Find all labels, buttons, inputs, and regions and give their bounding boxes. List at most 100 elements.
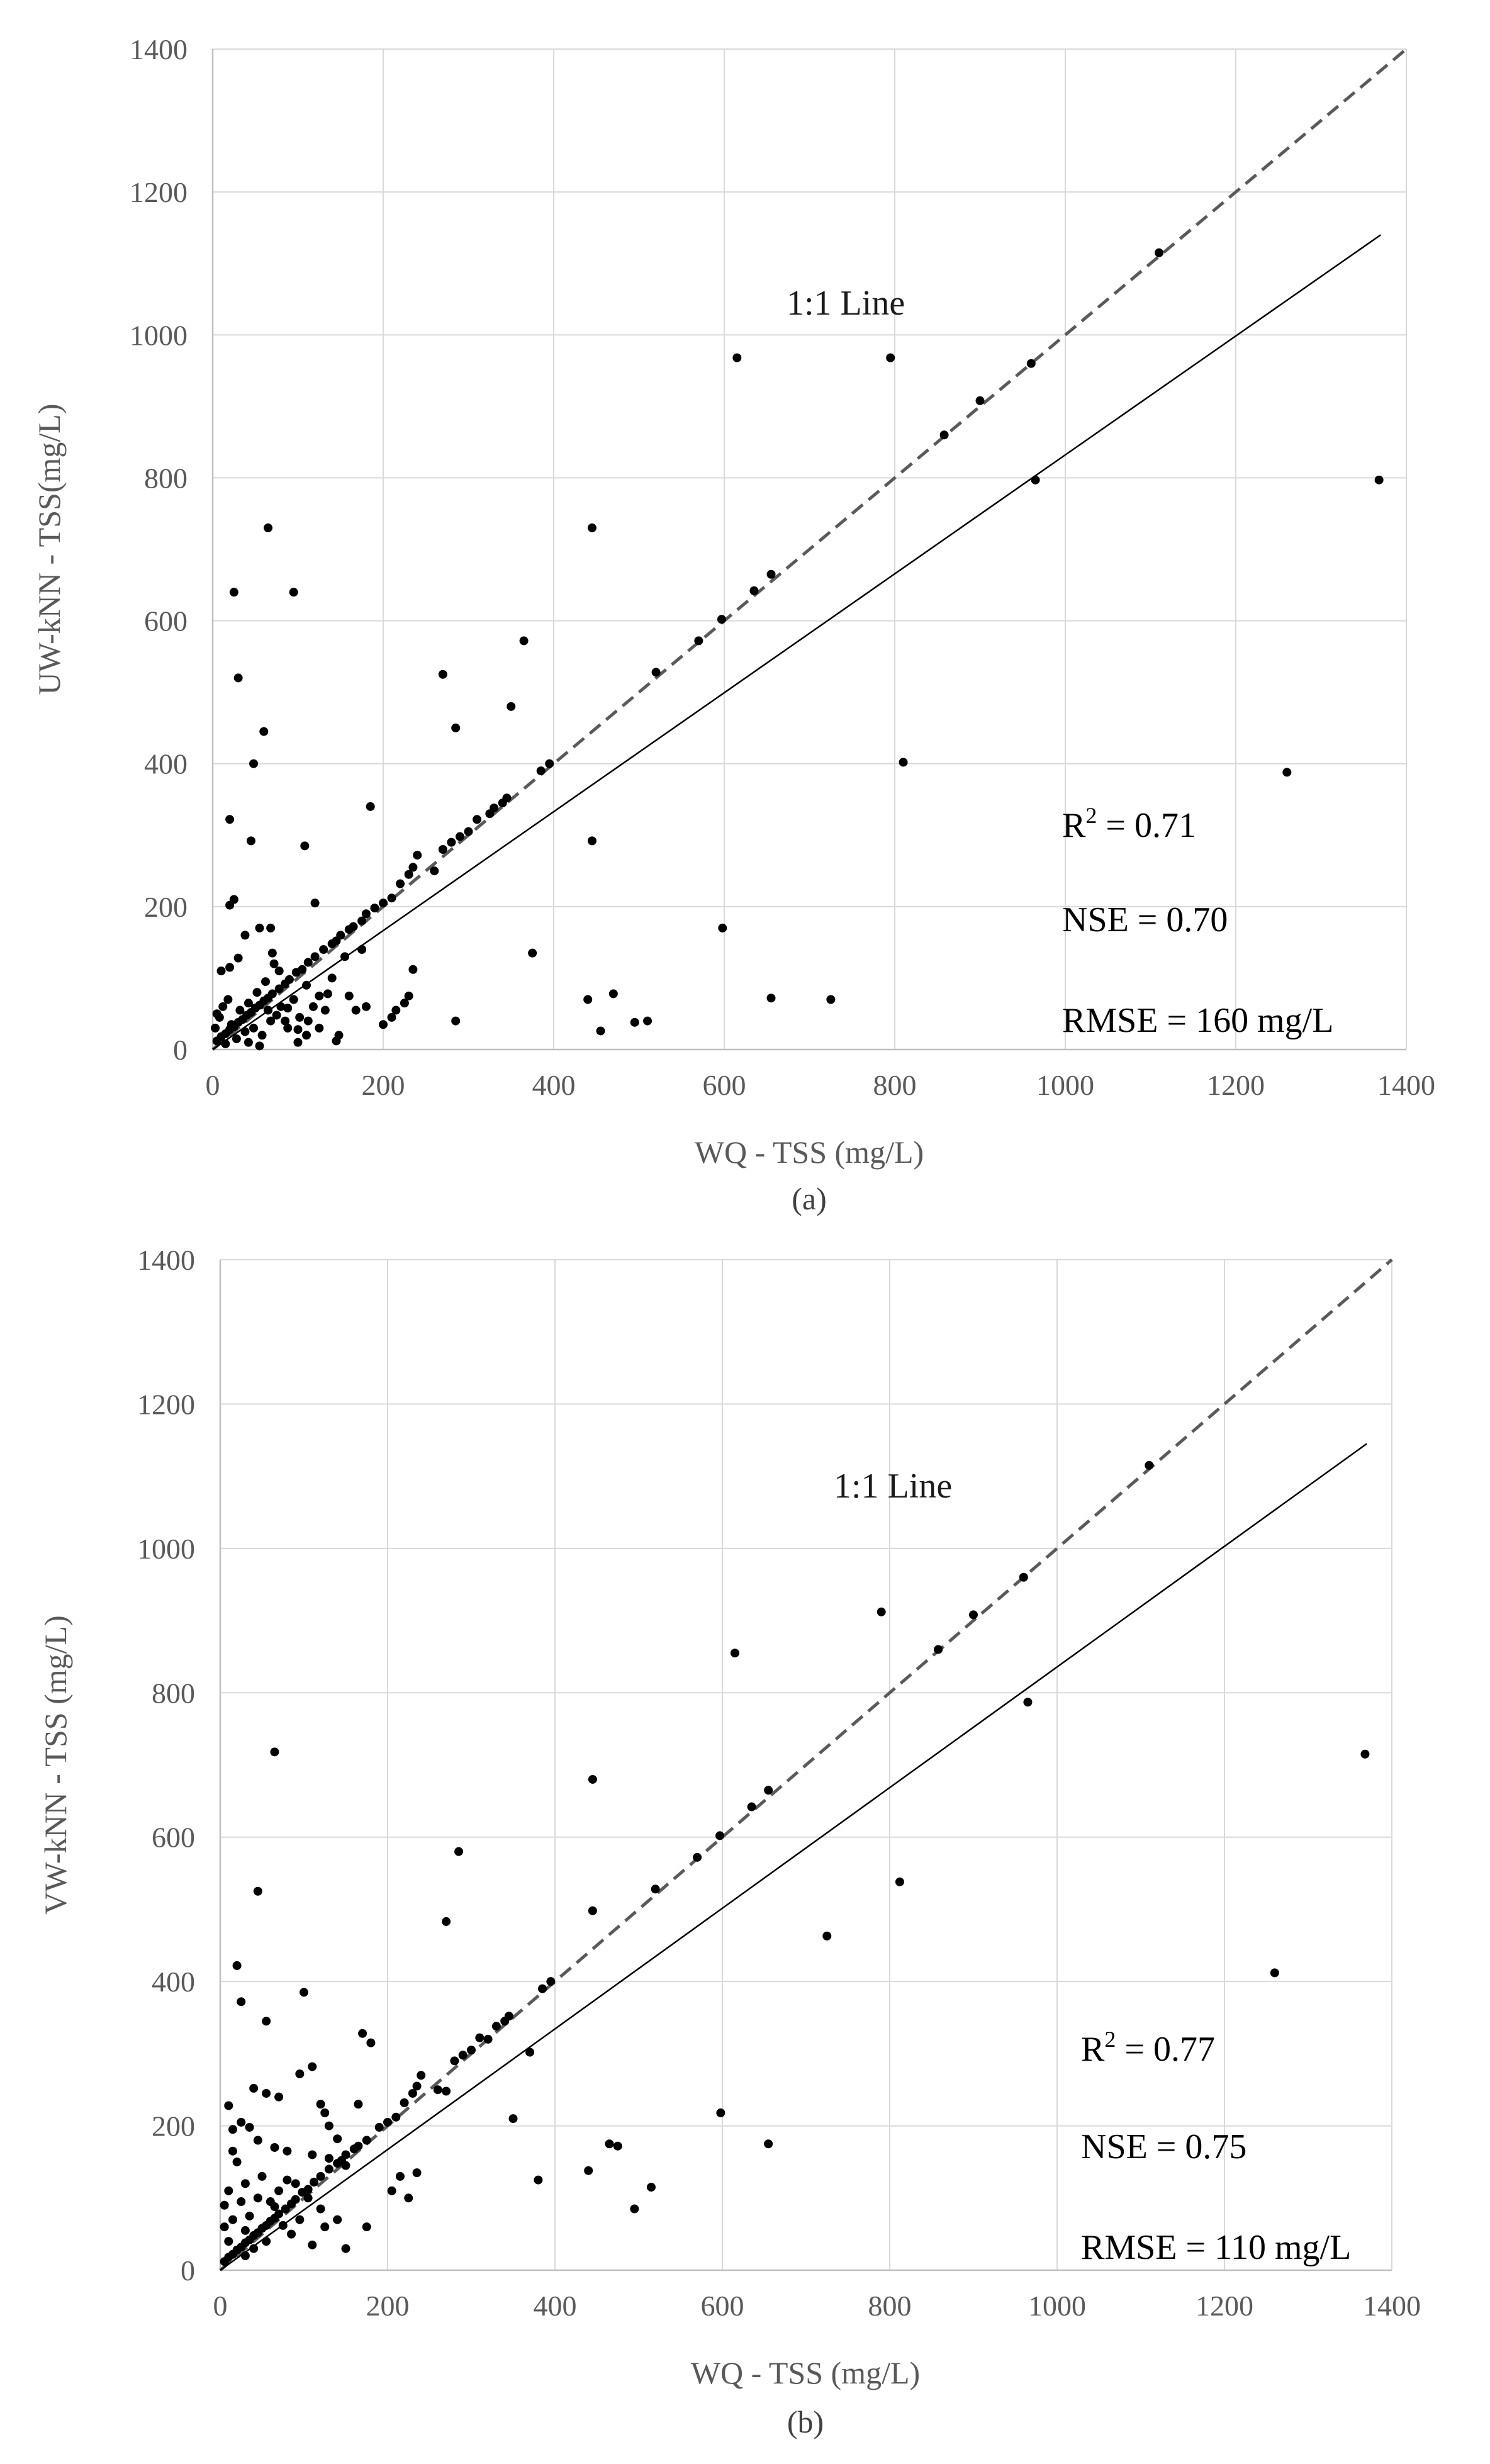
data-point xyxy=(303,1016,313,1026)
data-point xyxy=(315,991,324,1000)
data-point xyxy=(464,827,473,836)
data-point xyxy=(822,1931,832,1940)
nse-stat: NSE = 0.75 xyxy=(1081,2127,1246,2166)
data-point xyxy=(412,2081,422,2091)
data-point xyxy=(327,939,337,948)
y-tick-label: 800 xyxy=(152,1677,195,1709)
data-point xyxy=(253,2136,262,2145)
chart-panel-b: 0 200 400 600 800 1000 1200 1400 0 200 400 600 800 10… xyxy=(38,1244,1421,2439)
data-point xyxy=(534,2175,543,2185)
data-point xyxy=(975,396,985,405)
data-point xyxy=(249,759,259,768)
data-point xyxy=(303,2193,313,2203)
data-point xyxy=(308,2240,317,2249)
data-point xyxy=(374,2122,384,2132)
data-point xyxy=(308,2150,317,2159)
data-point xyxy=(276,1002,286,1011)
data-point xyxy=(303,958,313,967)
data-point xyxy=(244,1038,253,1047)
data-point xyxy=(283,2175,292,2185)
data-point xyxy=(646,2183,656,2192)
x-tick-label: 200 xyxy=(366,2290,410,2322)
data-point xyxy=(333,2134,342,2144)
data-point xyxy=(939,430,949,440)
data-point xyxy=(295,2069,305,2078)
y-axis-title: UW-kNN - TSS(mg/L) xyxy=(31,404,67,695)
data-point xyxy=(283,1023,293,1033)
data-point xyxy=(249,2083,259,2093)
data-point xyxy=(387,893,396,903)
scatter-points xyxy=(220,1460,1370,2266)
tick-labels: 0 200 400 600 800 1000 1200 1400 0 200 400 600 800 10… xyxy=(137,1244,1421,2322)
scatter-points xyxy=(211,248,1384,1051)
data-point xyxy=(404,2193,413,2203)
gridlines xyxy=(213,48,1407,1050)
data-point xyxy=(344,925,354,934)
data-point xyxy=(536,766,546,776)
data-point xyxy=(826,995,836,1004)
y-tick-label: 1000 xyxy=(137,1533,195,1565)
data-point xyxy=(344,991,354,1000)
data-point xyxy=(366,2038,376,2047)
data-point xyxy=(766,569,776,579)
data-point xyxy=(587,836,597,846)
data-point xyxy=(630,1017,639,1027)
data-point xyxy=(447,837,456,847)
data-point xyxy=(475,2033,485,2042)
data-point xyxy=(408,965,418,974)
x-tick-label: 1400 xyxy=(1377,1069,1435,1101)
x-tick-label: 1000 xyxy=(1036,1069,1094,1101)
data-point xyxy=(324,2154,333,2163)
data-point xyxy=(272,1011,281,1020)
data-point xyxy=(500,2017,510,2026)
data-point xyxy=(244,999,253,1008)
data-point xyxy=(442,2086,451,2096)
data-point xyxy=(969,1610,978,1620)
y-tick-label: 1200 xyxy=(137,1388,195,1420)
data-point xyxy=(417,2071,426,2080)
data-point xyxy=(324,2164,333,2174)
data-point xyxy=(1360,1749,1370,1759)
data-point xyxy=(404,870,413,879)
data-point xyxy=(764,1786,773,1795)
data-point xyxy=(223,995,233,1004)
data-point xyxy=(289,588,298,597)
data-point xyxy=(387,1012,396,1022)
data-point xyxy=(267,948,277,958)
data-point xyxy=(404,991,413,1000)
data-point xyxy=(264,523,273,532)
data-point xyxy=(235,1005,245,1015)
data-point xyxy=(262,2237,271,2246)
data-point xyxy=(270,2202,279,2212)
data-point xyxy=(400,2098,409,2107)
data-point xyxy=(433,2085,442,2095)
data-point xyxy=(320,2222,330,2232)
data-point xyxy=(287,2199,296,2209)
data-point xyxy=(289,995,298,1004)
data-point xyxy=(408,863,418,872)
data-point xyxy=(261,977,271,987)
data-point xyxy=(454,1847,464,1856)
data-point xyxy=(366,802,375,811)
data-point xyxy=(413,851,422,860)
data-point xyxy=(340,952,350,961)
data-point xyxy=(596,1026,605,1036)
data-point xyxy=(588,1906,597,1915)
data-point xyxy=(266,1016,276,1026)
data-point xyxy=(442,1917,451,1926)
data-point xyxy=(349,2144,359,2154)
data-point xyxy=(212,1036,221,1046)
x-tick-label: 1200 xyxy=(1207,1069,1265,1101)
data-point xyxy=(412,2168,422,2178)
data-point xyxy=(694,636,703,646)
data-point xyxy=(341,2161,350,2170)
data-point xyxy=(293,1038,303,1047)
gridlines xyxy=(220,1259,1392,2270)
data-point xyxy=(316,2171,325,2181)
x-tick-label: 0 xyxy=(213,2290,228,2322)
y-tick-label: 0 xyxy=(181,2254,195,2287)
data-point xyxy=(320,1005,330,1015)
data-point xyxy=(228,2125,237,2134)
y-tick-label: 1200 xyxy=(130,176,188,208)
data-point xyxy=(264,1005,273,1015)
